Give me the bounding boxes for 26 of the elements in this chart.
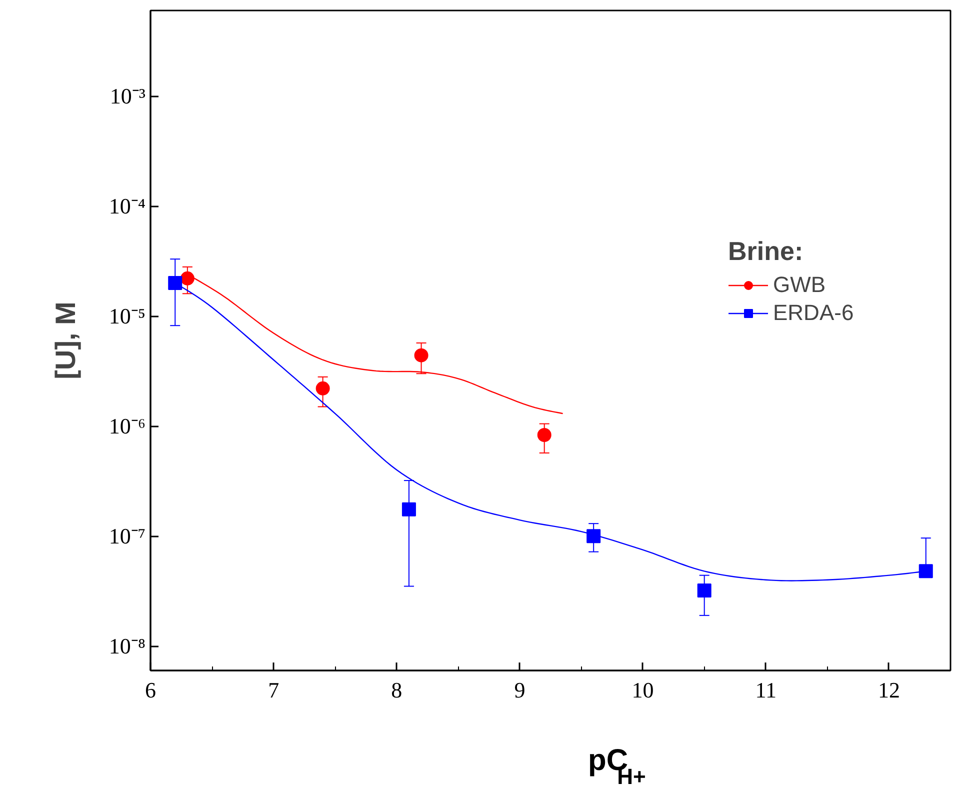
x-tick-label: 10 <box>632 678 654 702</box>
point <box>537 428 552 442</box>
x-tick-label: 7 <box>268 678 280 702</box>
x-tick-label: 8 <box>391 678 402 702</box>
legend-label: ERDA-6 <box>773 300 854 326</box>
y-axis-title: [U], M <box>50 302 81 380</box>
x-axis-title: pCH+ <box>588 744 646 789</box>
x-tick-label: 6 <box>145 678 156 702</box>
point <box>414 348 428 362</box>
y-tick-label: 10⁻⁷ <box>108 524 146 549</box>
legend-label: GWB <box>773 272 826 298</box>
y-tick-label: 10⁻⁵ <box>108 304 146 329</box>
point <box>697 584 712 598</box>
y-tick-label: 10⁻⁴ <box>108 194 146 219</box>
y-tick-label: 10⁻⁸ <box>108 634 146 659</box>
y-tick-label: 10⁻⁶ <box>108 414 146 439</box>
x-tick-label: 9 <box>514 678 526 702</box>
x-tick-label: 12 <box>878 678 900 702</box>
point <box>918 564 933 578</box>
point <box>168 276 182 290</box>
legend-title: Brine: <box>728 236 804 267</box>
x-tick-label: 11 <box>755 678 776 702</box>
y-tick-label: 10⁻³ <box>110 84 146 109</box>
point <box>586 529 601 544</box>
point <box>316 381 330 396</box>
point <box>402 502 416 516</box>
